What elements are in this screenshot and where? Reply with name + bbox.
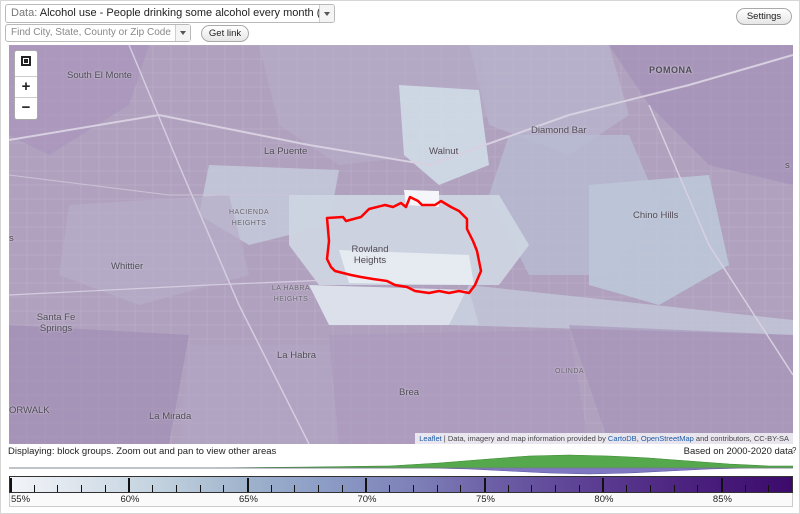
help-icon[interactable]: ? — [792, 446, 797, 455]
place-label: La Puente — [264, 146, 308, 157]
map-attribution: Leaflet | Data, imagery and map informat… — [415, 433, 793, 444]
legend-label: 70% — [357, 494, 377, 505]
legend-tick — [318, 485, 320, 492]
histogram-green — [9, 454, 793, 469]
choropleth-map[interactable]: South El Monte POMONA La Puente Walnut D… — [9, 45, 793, 444]
legend-tick — [33, 485, 35, 492]
histogram-purple — [9, 467, 793, 475]
legend-tick — [578, 485, 580, 492]
legend-tick — [199, 485, 201, 492]
attribution-comma: , — [636, 434, 641, 443]
legend-tick — [104, 485, 106, 492]
selected-area-outline — [325, 195, 483, 295]
place-label: La Habra — [277, 350, 317, 361]
legend-tick — [270, 485, 272, 492]
legend-tick — [649, 485, 651, 492]
zoom-in-button[interactable]: + — [15, 77, 37, 98]
legend-tick — [10, 478, 12, 492]
distribution-histogram — [9, 454, 793, 475]
legend-tick — [294, 485, 296, 492]
place-label: Diamond Bar — [531, 125, 587, 136]
place-label: HACIENDA HEIGHTS — [229, 209, 270, 227]
place-label: POMONA — [649, 65, 693, 75]
legend-tick — [246, 478, 249, 492]
legend-tick — [768, 485, 770, 492]
legend-tick — [341, 485, 343, 492]
chevron-down-icon[interactable] — [175, 25, 190, 41]
legend-tick — [507, 485, 509, 492]
legend-label: 85% — [712, 494, 732, 505]
place-label: Chino Hills — [633, 210, 679, 221]
zoom-control: + − — [14, 50, 38, 120]
place-label: Santa Fe Springs — [36, 312, 76, 334]
legend-tick — [555, 485, 557, 492]
settings-button[interactable]: Settings — [736, 8, 792, 25]
legend-tick — [175, 485, 177, 492]
fullscreen-icon — [21, 56, 31, 66]
place-label: Rowland Heights — [351, 244, 389, 266]
legend-label: 65% — [238, 494, 258, 505]
openstreetmap-link[interactable]: OpenStreetMap — [640, 434, 694, 443]
data-select-value: Alcohol use - People drinking some alcoh… — [39, 7, 334, 19]
legend-label: 80% — [594, 494, 614, 505]
legend-label: 60% — [120, 494, 140, 505]
legend-tick — [602, 478, 605, 492]
fullscreen-button[interactable] — [15, 56, 37, 77]
place-label: South El Monte — [67, 70, 132, 81]
cartodb-link[interactable]: CartoDB — [607, 434, 637, 443]
legend-tick — [720, 478, 723, 492]
legend-tick — [223, 485, 225, 492]
location-search-input[interactable]: Find City, State, County or Zip Code — [5, 24, 191, 42]
get-link-button[interactable]: Get link — [201, 25, 249, 42]
place-label: s — [9, 233, 14, 244]
place-label: s — [785, 160, 790, 171]
data-select[interactable]: Data: Alcohol use - People drinking some… — [5, 4, 335, 23]
place-label: LA HABRA HEIGHTS — [271, 285, 311, 303]
data-years: Based on 2000-2020 data — [683, 446, 793, 457]
place-label: Whittier — [111, 261, 144, 272]
legend-tick — [697, 485, 699, 492]
legend-tick — [792, 485, 793, 492]
place-label: Walnut — [429, 146, 459, 157]
place-label: ORWALK — [9, 405, 50, 416]
map-tiles[interactable] — [9, 45, 793, 444]
attribution-text: | Data, imagery and map information prov… — [441, 434, 608, 443]
place-label: Brea — [399, 387, 420, 398]
legend-labels: 55% 60% 65% 70% 75% 80% 85% — [9, 493, 793, 507]
legend-tick — [744, 485, 746, 492]
attribution-tail: and contributors, CC-BY-SA — [693, 434, 789, 443]
legend-tick — [57, 485, 59, 492]
legend-label: 75% — [475, 494, 495, 505]
legend-tick — [81, 485, 83, 492]
legend-tick — [483, 478, 486, 492]
legend-tick — [460, 485, 462, 492]
leaflet-link[interactable]: Leaflet — [419, 434, 442, 443]
legend-label: 55% — [11, 494, 31, 505]
place-label: La Mirada — [149, 411, 192, 422]
legend-tick — [412, 485, 414, 492]
legend-gradient — [10, 477, 792, 492]
legend-tick — [673, 485, 675, 492]
legend-tick — [436, 485, 438, 492]
legend-tick — [626, 485, 628, 492]
zoom-out-button[interactable]: − — [21, 99, 31, 116]
display-status: Displaying: block groups. Zoom out and p… — [8, 446, 277, 457]
data-select-prefix: Data: — [11, 7, 38, 19]
legend-tick — [152, 485, 154, 492]
chevron-down-icon[interactable] — [319, 5, 334, 22]
location-search-placeholder: Find City, State, County or Zip Code — [11, 27, 171, 38]
legend-tick — [531, 485, 533, 492]
legend-scale[interactable] — [9, 476, 793, 493]
place-label: OLINDA — [555, 368, 585, 375]
legend-tick — [365, 478, 368, 492]
legend-tick — [128, 478, 131, 492]
legend-tick — [389, 485, 391, 492]
